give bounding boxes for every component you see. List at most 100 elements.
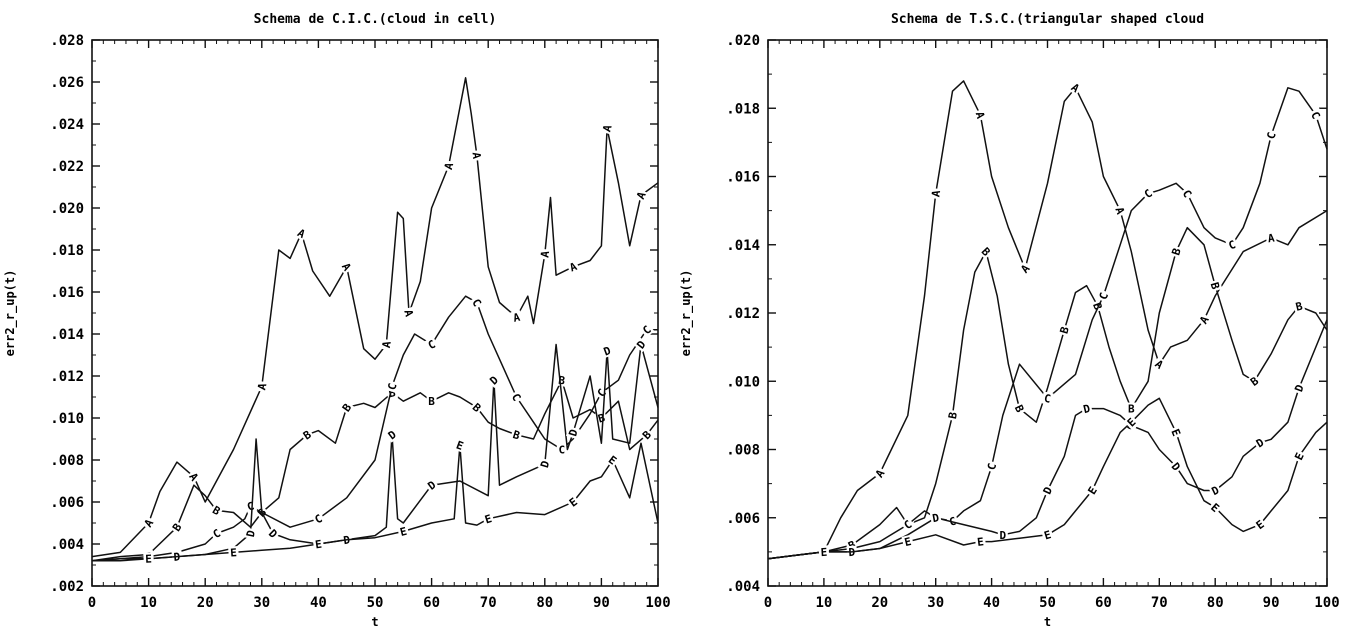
series-marker-E: E [230, 546, 238, 559]
series-marker-bg [1291, 381, 1307, 395]
series-marker-C: C [1097, 291, 1111, 302]
series-marker-bg [566, 259, 581, 275]
series-marker-D: D [566, 427, 580, 438]
series-marker-D: D [1082, 402, 1092, 416]
series-marker-bg [510, 310, 523, 325]
series-marker-bg [140, 515, 157, 531]
series-marker-E: E [1168, 427, 1183, 438]
series-line-D [92, 343, 659, 562]
x-tick-label: 30 [927, 595, 944, 611]
series-marker-bg [1080, 401, 1093, 416]
series-marker-bg [929, 187, 943, 200]
series-marker-bg [486, 372, 502, 388]
series-marker-bg [1196, 312, 1212, 328]
series-marker-bg [1246, 373, 1262, 390]
series-marker-A: A [1267, 231, 1276, 245]
y-tick-label: .016 [726, 170, 760, 186]
series-marker-bg [209, 502, 224, 519]
series-marker-bg [997, 528, 1008, 541]
y-tick-label: .004 [726, 579, 760, 595]
series-marker-B: B [387, 386, 397, 400]
series-marker-bg [1207, 499, 1223, 516]
chart-title: Schema de T.S.C.(triangular shaped cloud [891, 12, 1204, 27]
series-marker-bg [974, 535, 987, 549]
series-marker-A: A [470, 152, 484, 160]
series-marker-bg [633, 188, 649, 203]
series-marker-A: A [512, 311, 522, 325]
series-marker-D: D [538, 459, 552, 469]
chart-1: Schema de C.I.C.(cloud in cell) 0 10 20 30 40… [3, 12, 671, 629]
series-marker-bg [1252, 516, 1268, 533]
series-marker-bg [143, 552, 154, 565]
series-marker-B: B [1294, 299, 1304, 313]
x-tick-label: 50 [1039, 595, 1056, 611]
x-tick-label: 50 [367, 595, 384, 611]
series-marker-C: C [1043, 392, 1052, 406]
y-tick-label: .016 [50, 285, 84, 301]
series-marker-bg [1265, 231, 1277, 245]
series-marker-B: B [1128, 403, 1135, 416]
series-marker-bg [1140, 185, 1156, 202]
series-marker-bg [978, 243, 994, 260]
plot-frame [767, 39, 1328, 587]
series-marker-bg [509, 427, 524, 443]
series-marker-bg [254, 380, 269, 393]
series-marker-bg [1084, 483, 1100, 498]
y-tick-label: .022 [50, 159, 84, 175]
series-marker-bg [379, 338, 394, 351]
series-marker-bg [469, 295, 485, 310]
series-marker-D: D [602, 344, 613, 359]
series-marker-D: D [1210, 483, 1222, 498]
series-marker-bg [469, 399, 485, 416]
series-marker-B: B [597, 411, 607, 425]
x-tick-label: 0 [88, 595, 96, 611]
y-tick-label: .006 [50, 495, 84, 511]
y-tick-label: .024 [50, 117, 84, 133]
chart-title: Schema de C.I.C.(cloud in cell) [254, 12, 497, 27]
y-tick-label: .004 [50, 537, 84, 553]
series-marker-B: B [946, 411, 960, 420]
series-marker-A: A [1112, 205, 1127, 216]
series-marker-bg [396, 524, 410, 539]
series-marker-bg [1112, 203, 1128, 218]
series-marker-bg [901, 534, 915, 549]
series-marker-bg [186, 469, 202, 485]
series-marker-E: E [483, 512, 493, 526]
x-tick-label: 60 [423, 595, 440, 611]
chart-2: Schema de T.S.C.(triangular shaped cloud… [679, 12, 1340, 629]
series-marker-C: C [1264, 131, 1278, 141]
y-tick-label: .010 [50, 411, 84, 427]
series-marker-bg [311, 511, 326, 527]
x-tick-label: 60 [1095, 595, 1112, 611]
series-marker-bg [900, 516, 916, 533]
series-marker-bg [1179, 186, 1195, 201]
y-tick-label: .026 [50, 75, 84, 91]
x-tick-label: 40 [310, 595, 327, 611]
series-marker-bg [1308, 107, 1324, 123]
series-marker-bg [600, 343, 614, 359]
series-marker-bg [265, 525, 281, 542]
y-tick-label: .020 [726, 33, 760, 49]
series-marker-bg [470, 149, 484, 162]
series-line-C [767, 87, 1328, 560]
series-marker-C: C [313, 512, 325, 527]
series-marker-bg [209, 525, 224, 542]
series-line-A [91, 77, 659, 558]
series-marker-A: A [401, 308, 415, 318]
y-tick-label: .028 [50, 33, 84, 49]
x-tick-label: 0 [764, 595, 772, 611]
series-marker-bg [1168, 425, 1184, 440]
series-marker-C: C [385, 382, 399, 392]
x-tick-label: 100 [645, 595, 670, 611]
series-marker-bg [1292, 299, 1306, 314]
series-marker-D: D [999, 529, 1006, 542]
series-marker-A: A [442, 161, 456, 171]
series-marker-E: E [145, 553, 152, 566]
series-marker-A: A [973, 110, 987, 120]
series-marker-bg [401, 306, 417, 320]
series-marker-bg [565, 494, 581, 510]
series-marker-B: B [1012, 403, 1027, 415]
series-marker-bg [945, 409, 960, 422]
series-marker-bg [508, 389, 525, 405]
